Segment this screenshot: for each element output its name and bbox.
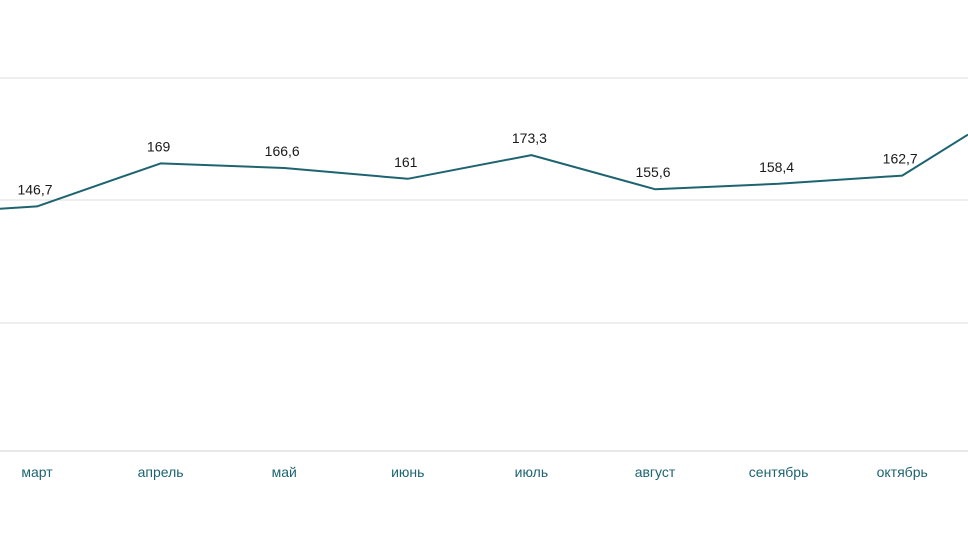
data-label: 146,7 bbox=[17, 181, 52, 197]
data-label: 162,7 bbox=[883, 151, 918, 167]
x-tick-label: апрель bbox=[138, 464, 184, 480]
x-axis-ticks: март апрель май июнь июль август сентябрь октяб… bbox=[21, 464, 927, 480]
data-label: 169 bbox=[147, 138, 171, 154]
series-line bbox=[0, 133, 968, 210]
data-label: 161 bbox=[394, 154, 418, 170]
data-label: 158,4 bbox=[759, 159, 794, 175]
data-label: 166,6 bbox=[265, 143, 300, 159]
x-tick-label: сентябрь bbox=[749, 464, 809, 480]
chart-grid bbox=[0, 77, 968, 452]
x-tick-label: октябрь bbox=[877, 464, 928, 480]
series-line-layer bbox=[0, 133, 968, 210]
x-tick-label: июнь bbox=[391, 464, 424, 480]
data-label: 173,3 bbox=[512, 130, 547, 146]
data-labels: 146,7 169 166,6 161 173,3 155,6 158,4 162,7 bbox=[17, 130, 917, 197]
data-label: 155,6 bbox=[635, 164, 670, 180]
x-tick-label: август bbox=[635, 464, 676, 480]
x-tick-label: июль bbox=[515, 464, 548, 480]
x-tick-label: март bbox=[21, 464, 53, 480]
x-tick-label: май bbox=[272, 464, 297, 480]
